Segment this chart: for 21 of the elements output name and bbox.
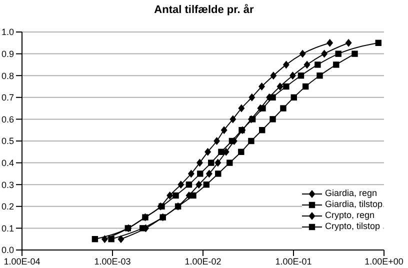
- legend-label: Giardia, regn: [325, 188, 378, 199]
- y-tick-label: 0.7: [1, 92, 14, 103]
- legend-label: Giardia, tilstop: [325, 199, 383, 210]
- x-tick-label: 1.00E-03: [94, 256, 131, 266]
- y-tick-label: 0.6: [1, 114, 14, 124]
- y-tick-label: 0.5: [1, 136, 14, 146]
- y-tick-label: 0.2: [1, 202, 14, 212]
- y-tick-label: 0.3: [1, 180, 14, 190]
- legend-label: Crypto, regn: [325, 210, 375, 221]
- y-tick-label: 0.0: [1, 245, 14, 256]
- y-tick-label: 0.9: [1, 48, 14, 59]
- y-tick-label: 0.4: [1, 158, 14, 168]
- x-tick-label: 1.00E-02: [184, 256, 222, 266]
- x-tick-label: 1.00E+00: [364, 256, 404, 266]
- y-tick-label: 1.0: [1, 27, 14, 38]
- legend-label: Crypto, tilstop: [325, 221, 380, 232]
- x-tick-label: 1.00E-04: [4, 256, 40, 266]
- x-tick-label: 1.00E-01: [275, 256, 312, 266]
- y-tick-label: 0.1: [1, 223, 14, 234]
- y-tick-label: 0.8: [1, 70, 14, 81]
- chart-title: Antal tilfælde pr. år: [153, 3, 255, 18]
